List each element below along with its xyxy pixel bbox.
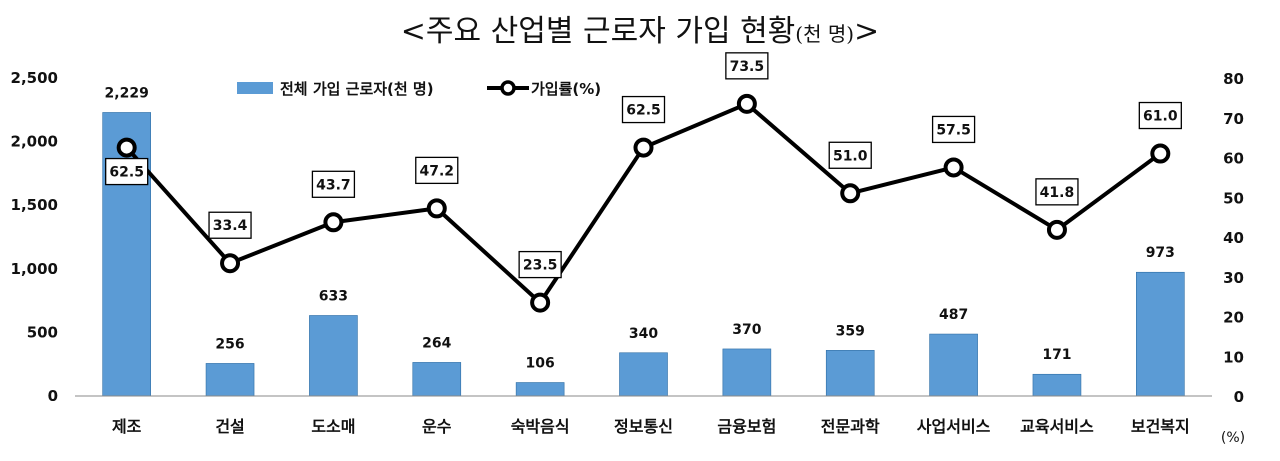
bar [1136, 271, 1185, 397]
bar-value-label: 2,229 [105, 85, 149, 101]
line-marker [220, 253, 241, 274]
line-value-label: 62.5 [626, 103, 661, 119]
bar [825, 350, 875, 397]
category-label: 건설 [215, 417, 244, 436]
category-label: 제조 [112, 417, 142, 436]
right-tick-label: 0 [1234, 388, 1244, 406]
category-label: 도소매 [311, 417, 355, 436]
line-value-label: 47.2 [419, 163, 454, 179]
line-value-label: 41.8 [1040, 185, 1075, 201]
line-value-label: 43.7 [316, 177, 351, 193]
right-tick-label: 40 [1223, 229, 1244, 247]
bar [309, 315, 358, 397]
bar [1032, 373, 1082, 397]
title-main: <주요 산업별 근로자 가입 현황 [400, 14, 796, 49]
line-label-box [311, 170, 356, 198]
title-unit: (천 명) [795, 22, 855, 46]
line-path [125, 101, 1162, 305]
line-marker [633, 137, 654, 158]
line-marker [840, 183, 861, 204]
legend-bar-swatch [237, 82, 273, 94]
line-label-box [1035, 178, 1079, 206]
line-marker [323, 212, 344, 233]
title-close: > [854, 14, 880, 49]
line-label-box [518, 250, 562, 279]
legend-line-marker [500, 80, 516, 96]
bar [722, 348, 772, 397]
line-marker [736, 93, 757, 114]
category-label: 보건복지 [1131, 417, 1190, 436]
line-value-label: 57.5 [936, 122, 971, 138]
line-label-box [828, 141, 872, 169]
right-tick-label: 10 [1223, 348, 1244, 366]
bar-value-label: 487 [939, 307, 968, 323]
category-label: 숙박음식 [511, 417, 570, 436]
left-y-axis: 0 500 1,000 1,500 2,000 2,500 [11, 69, 58, 405]
category-label: 사업서비스 [917, 417, 991, 436]
bar [929, 333, 978, 397]
line-label-box [621, 95, 666, 124]
category-axis: 제조 건설 도소매 운수 숙박음식 정보통신 금융보험 전문과학 사업서비스 교육서비스 보건복지 [75, 395, 1212, 436]
category-label: 금융보험 [717, 417, 776, 436]
right-tick-label: 70 [1223, 110, 1244, 128]
bar-value-label: 633 [319, 288, 348, 304]
left-tick-label: 500 [27, 323, 58, 341]
line-label-box [208, 211, 252, 239]
right-y-axis: 0 10 20 30 40 50 60 70 80 [1223, 70, 1244, 406]
bar-value-label: 171 [1042, 347, 1071, 363]
line-value-label: 62.5 [109, 165, 144, 181]
legend-bar-label: 전체 가입 근로자(천 명) [280, 80, 434, 98]
line-marker [530, 292, 551, 313]
bar [412, 362, 462, 397]
line-series [116, 93, 1171, 313]
line-label-box [1138, 101, 1182, 130]
left-tick-label: 1,000 [11, 260, 58, 278]
bar-value-label: 106 [526, 356, 555, 372]
legend: 전체 가입 근로자(천 명) 가입률(%) [237, 80, 601, 98]
line-value-labels: 62.5 33.4 43.7 47.2 23.5 62.5 73.5 51.0 57.5 41.8… [105, 52, 1182, 279]
left-tick-label: 1,500 [11, 196, 58, 214]
legend-line-label: 가입률(%) [531, 80, 601, 98]
line-marker [943, 157, 964, 178]
category-label: 운수 [422, 417, 452, 436]
bar-value-label: 370 [732, 322, 761, 338]
right-tick-label: 60 [1223, 150, 1244, 168]
line-label-box [931, 115, 976, 144]
right-tick-label: 80 [1223, 70, 1244, 88]
category-label: 정보통신 [614, 417, 673, 436]
category-label: 교육서비스 [1020, 417, 1094, 436]
line-label-box [105, 157, 149, 186]
right-tick-label: 50 [1223, 189, 1244, 207]
right-tick-label: 30 [1223, 269, 1244, 287]
line-marker [1046, 219, 1067, 240]
chart-title: <주요 산업별 근로자 가입 현황(천 명)> [0, 6, 1280, 50]
line-value-label: 23.5 [523, 258, 558, 274]
bar [619, 352, 668, 397]
line-marker [426, 198, 447, 219]
left-tick-label: 2,500 [11, 69, 58, 87]
bar-value-label: 359 [836, 323, 865, 339]
line-label-box [415, 156, 459, 185]
line-value-label: 61.0 [1143, 109, 1178, 125]
right-axis-unit: (%) [1221, 430, 1245, 446]
line-value-label: 33.4 [213, 218, 248, 234]
left-tick-label: 0 [48, 387, 58, 405]
bar-value-label: 340 [629, 326, 658, 342]
line-value-label: 51.0 [833, 148, 868, 164]
bar-value-label: 264 [422, 335, 451, 351]
bar [205, 363, 255, 397]
category-label: 전문과학 [821, 417, 880, 436]
bar-value-label: 256 [215, 336, 244, 352]
line-value-label: 73.5 [730, 59, 765, 75]
right-tick-label: 20 [1223, 309, 1244, 327]
left-tick-label: 2,000 [11, 133, 58, 151]
line-marker [1150, 143, 1171, 164]
bar [515, 382, 565, 397]
bar-value-labels: 2,229 256 633 264 106 340 370 359 487 171 973 [105, 85, 1175, 371]
bar-value-label: 973 [1146, 245, 1175, 261]
line-label-box [725, 52, 769, 80]
line-marker [116, 137, 137, 158]
